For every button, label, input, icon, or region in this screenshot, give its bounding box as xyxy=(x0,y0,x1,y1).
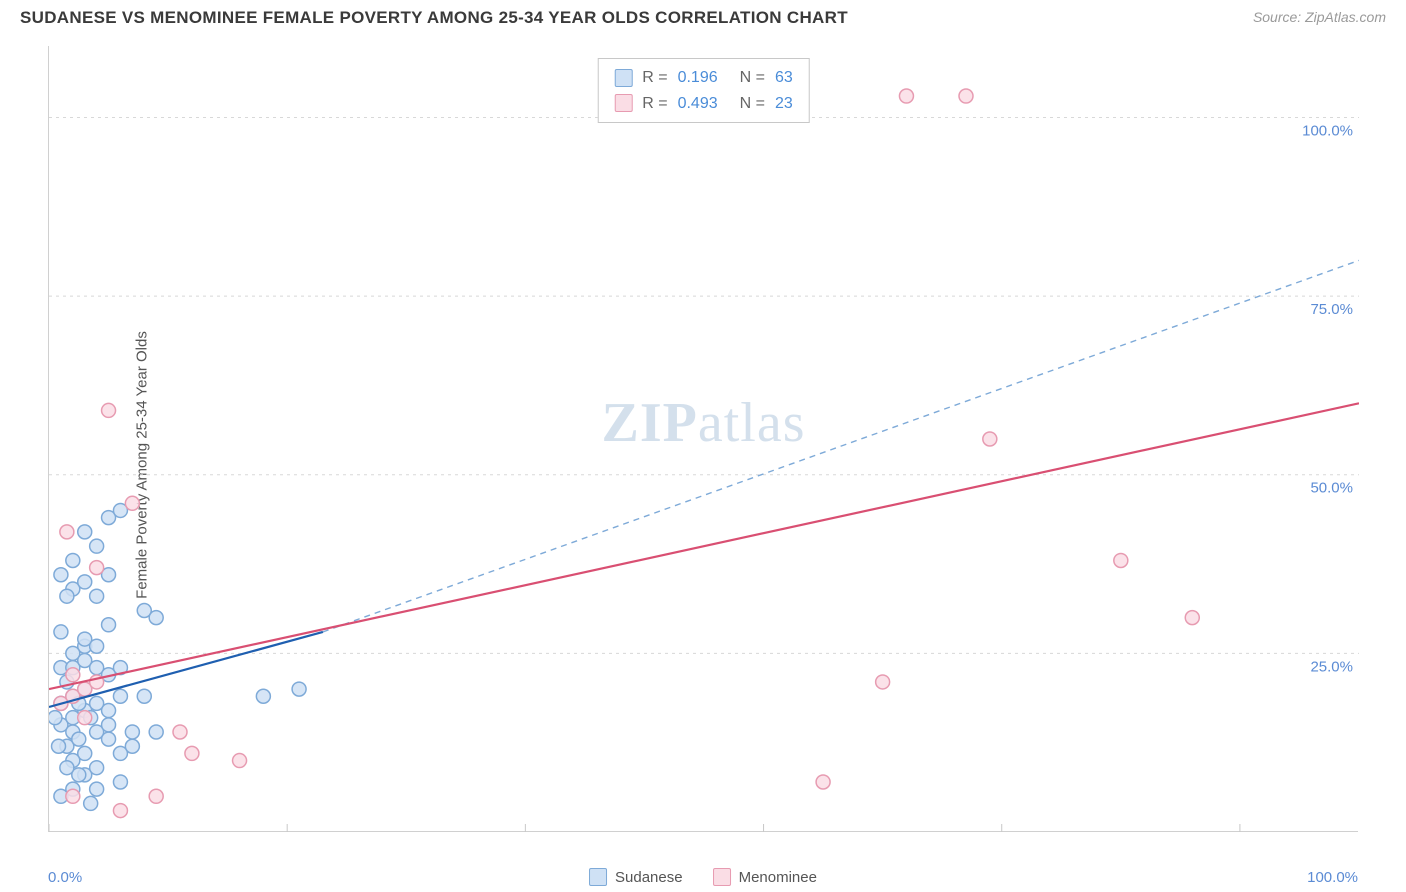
legend-swatch xyxy=(589,868,607,886)
n-label: N = xyxy=(740,65,765,91)
series-legend-item: Menominee xyxy=(713,868,817,886)
legend-swatch xyxy=(614,69,632,87)
svg-text:25.0%: 25.0% xyxy=(1310,658,1353,675)
r-value: 0.196 xyxy=(678,65,718,91)
source-attribution: Source: ZipAtlas.com xyxy=(1253,9,1386,27)
correlation-legend-row: R = 0.493 N = 23 xyxy=(614,91,793,117)
svg-text:75.0%: 75.0% xyxy=(1310,301,1353,318)
x-tick-min: 0.0% xyxy=(48,869,82,886)
series-legend-label: Menominee xyxy=(739,869,817,886)
chart-container: Female Poverty Among 25-34 Year Olds 25.… xyxy=(0,38,1406,892)
r-label: R = xyxy=(642,91,667,117)
r-label: R = xyxy=(642,65,667,91)
source-name: ZipAtlas.com xyxy=(1305,9,1386,25)
x-tick-max: 100.0% xyxy=(1307,869,1358,886)
n-label: N = xyxy=(740,91,765,117)
source-prefix: Source: xyxy=(1253,9,1305,25)
series-legend-item: Sudanese xyxy=(589,868,683,886)
correlation-legend: R = 0.196 N = 63 R = 0.493 N = 23 xyxy=(597,58,810,123)
r-value: 0.493 xyxy=(678,91,718,117)
n-value: 63 xyxy=(775,65,793,91)
n-value: 23 xyxy=(775,91,793,117)
scatter-plot-svg: 25.0% 50.0% 75.0% 100.0% xyxy=(49,46,1359,832)
plot-area: 25.0%50.0%75.0%100.0% ZIPatlas R =0.196N… xyxy=(48,46,1358,832)
svg-text:50.0%: 50.0% xyxy=(1310,480,1353,497)
series-legend-label: Sudanese xyxy=(615,869,683,886)
series-legend: Sudanese Menominee xyxy=(589,868,817,886)
svg-text:100.0%: 100.0% xyxy=(1302,122,1353,139)
chart-title: SUDANESE VS MENOMINEE FEMALE POVERTY AMO… xyxy=(20,8,848,28)
correlation-legend-row: R = 0.196 N = 63 xyxy=(614,65,793,91)
legend-swatch xyxy=(614,94,632,112)
legend-swatch xyxy=(713,868,731,886)
